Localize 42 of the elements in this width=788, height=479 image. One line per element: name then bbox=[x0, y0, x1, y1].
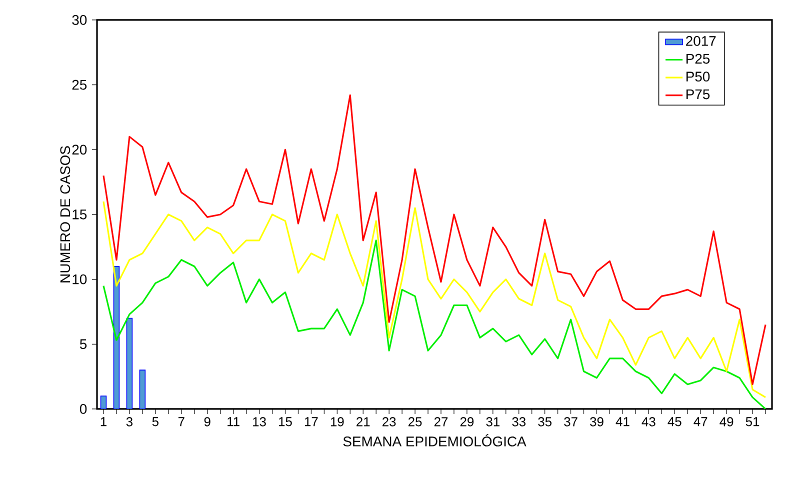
x-tick-label: 47 bbox=[694, 417, 708, 426]
legend-label: 2017 bbox=[686, 36, 716, 46]
y-tick-label: 5 bbox=[80, 339, 87, 350]
x-tick-label: 21 bbox=[356, 417, 370, 426]
x-tick-label: 15 bbox=[279, 417, 292, 426]
x-tick-label: 17 bbox=[304, 417, 318, 426]
x-tick-label: 3 bbox=[126, 417, 132, 426]
line-series bbox=[102, 240, 766, 409]
x-tick-label: 43 bbox=[642, 417, 656, 426]
x-tick-label: 29 bbox=[460, 417, 474, 426]
y-tick-label: 10 bbox=[72, 274, 87, 284]
x-tick-label: 23 bbox=[382, 417, 396, 426]
x-tick-label: 5 bbox=[152, 417, 158, 426]
bar bbox=[126, 318, 133, 409]
legend-label: P75 bbox=[686, 89, 710, 100]
x-tick-label: 41 bbox=[616, 417, 630, 426]
x-tick-label: 45 bbox=[668, 417, 682, 426]
x-tick-label: 9 bbox=[204, 417, 210, 426]
x-tick-label: 31 bbox=[486, 417, 500, 426]
x-tick-label: 25 bbox=[408, 417, 422, 426]
legend-label: P25 bbox=[686, 54, 710, 64]
x-axis-title: SEMANA EPIDEMIOLÓGICA bbox=[343, 434, 526, 446]
y-tick-label: 0 bbox=[80, 404, 87, 414]
x-tick-label: 51 bbox=[746, 417, 760, 426]
y-tick-label: 25 bbox=[72, 80, 87, 90]
legend-label: P50 bbox=[686, 72, 710, 82]
y-tick-label: 30 bbox=[72, 15, 87, 25]
y-tick-label: 20 bbox=[72, 144, 87, 155]
x-tick-label: 39 bbox=[590, 417, 604, 426]
x-tick-label: 33 bbox=[512, 417, 526, 426]
x-tick-label: 13 bbox=[253, 417, 266, 426]
x-tick-label: 37 bbox=[564, 417, 578, 426]
x-tick-label: 11 bbox=[228, 417, 240, 426]
y-axis-title: NUMERO DE CASOS bbox=[60, 146, 70, 282]
x-tick-label: 1 bbox=[100, 417, 106, 426]
y-tick-label: 15 bbox=[72, 210, 87, 220]
x-tick-label: 7 bbox=[178, 417, 184, 426]
x-tick-label: 19 bbox=[330, 417, 344, 426]
x-tick-label: 27 bbox=[434, 417, 448, 426]
x-tick-label: 35 bbox=[538, 417, 552, 426]
bar bbox=[139, 370, 146, 409]
x-tick-label: 49 bbox=[720, 417, 734, 426]
